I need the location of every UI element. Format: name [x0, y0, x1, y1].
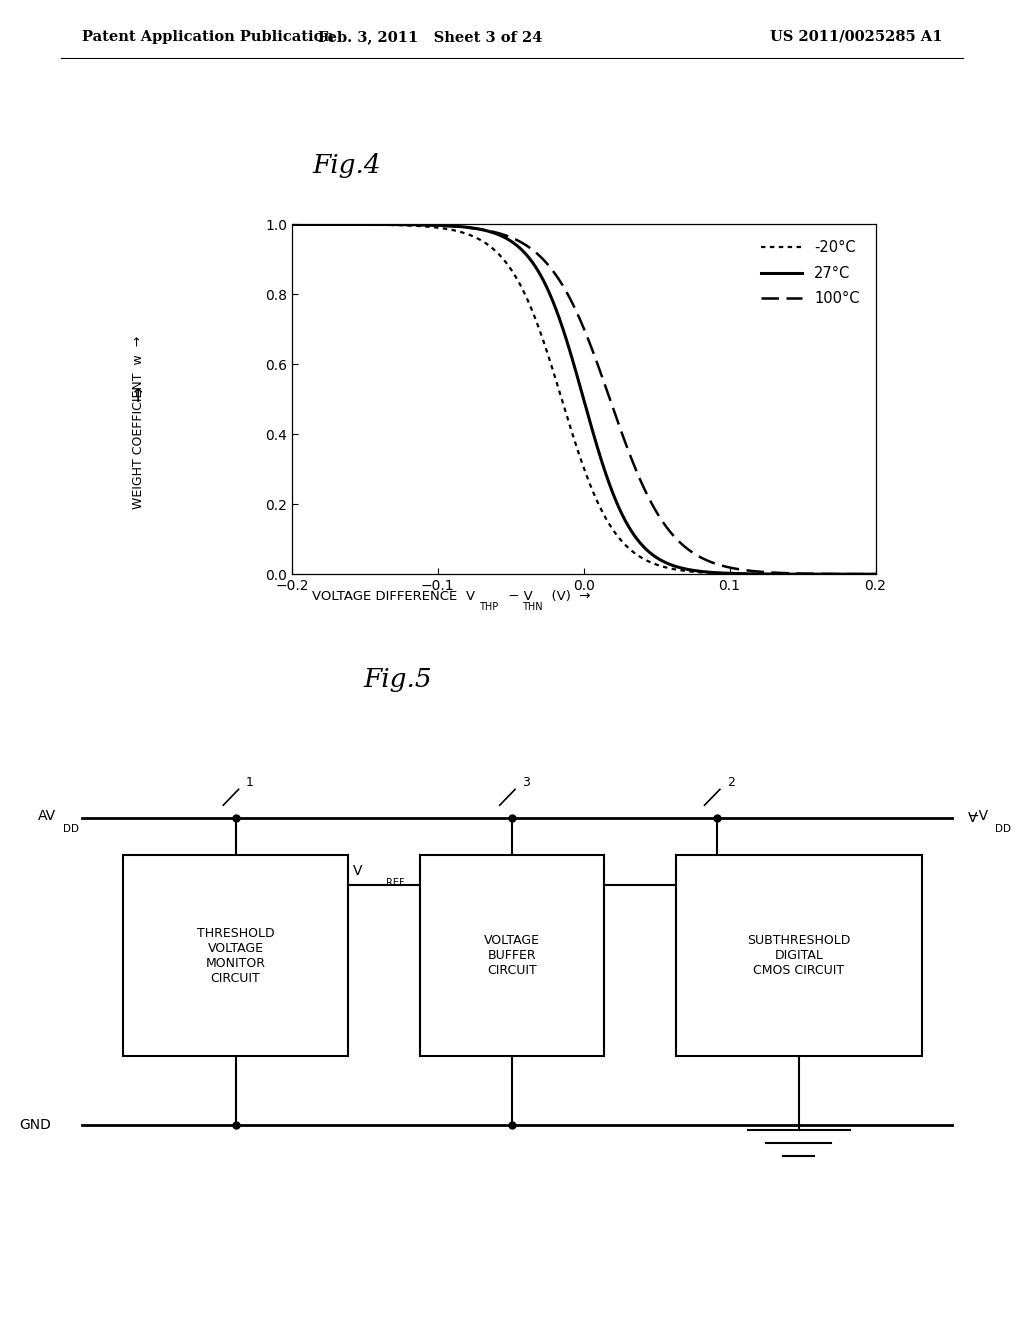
- Text: GND: GND: [19, 1118, 51, 1131]
- -20°C: [315, 216, 328, 232]
- -20°C: [286, 216, 298, 232]
- Line: 27°C: 27°C: [292, 224, 876, 574]
- 100°C: [745, 562, 758, 578]
- Text: THP: THP: [479, 602, 499, 612]
- Text: V: V: [968, 812, 977, 825]
- Text: V: V: [353, 863, 362, 878]
- 27°C: [286, 216, 298, 232]
- 100°C: [286, 216, 298, 232]
- Text: Patent Application Publication: Patent Application Publication: [82, 30, 334, 44]
- 27°C: [852, 566, 864, 582]
- -20°C: [869, 566, 882, 582]
- Text: Fig.4: Fig.4: [312, 153, 381, 177]
- Text: US 2011/0025285 A1: US 2011/0025285 A1: [770, 30, 942, 44]
- Text: WEIGHT COEFFICIENT  w  →: WEIGHT COEFFICIENT w →: [132, 335, 144, 510]
- Text: VOLTAGE
BUFFER
CIRCUIT: VOLTAGE BUFFER CIRCUIT: [484, 935, 540, 977]
- Legend: -20°C, 27°C, 100°C: -20°C, 27°C, 100°C: [753, 232, 868, 314]
- Line: -20°C: -20°C: [292, 224, 876, 574]
- -20°C: [569, 436, 582, 451]
- 100°C: [315, 216, 328, 232]
- Text: THRESHOLD
VOLTAGE
MONITOR
CIRCUIT: THRESHOLD VOLTAGE MONITOR CIRCUIT: [197, 927, 274, 985]
- 27°C: [569, 363, 582, 379]
- Bar: [123, 855, 348, 1056]
- Text: 3: 3: [522, 776, 530, 789]
- 100°C: [852, 566, 864, 582]
- Text: Fig.5: Fig.5: [364, 668, 432, 692]
- Text: (V)  →: (V) →: [543, 590, 590, 603]
- Text: DD: DD: [63, 824, 80, 834]
- Text: Feb. 3, 2011   Sheet 3 of 24: Feb. 3, 2011 Sheet 3 of 24: [317, 30, 543, 44]
- 27°C: [554, 313, 566, 329]
- -20°C: [852, 566, 864, 582]
- 100°C: [852, 566, 864, 582]
- 100°C: [869, 566, 882, 582]
- Line: 100°C: 100°C: [292, 224, 876, 574]
- 27°C: [745, 566, 758, 582]
- Bar: [420, 855, 604, 1056]
- 100°C: [569, 302, 582, 318]
- Text: −V: −V: [968, 809, 989, 822]
- Text: ↑: ↑: [130, 387, 146, 405]
- Text: V: V: [466, 590, 475, 603]
- 100°C: [554, 273, 566, 289]
- -20°C: [554, 385, 566, 401]
- Bar: [676, 855, 922, 1056]
- Text: AV: AV: [38, 809, 56, 822]
- Text: REF: REF: [386, 878, 404, 888]
- Text: VOLTAGE DIFFERENCE: VOLTAGE DIFFERENCE: [312, 590, 466, 603]
- Text: DD: DD: [995, 824, 1012, 834]
- 27°C: [869, 566, 882, 582]
- Text: THN: THN: [522, 602, 543, 612]
- 27°C: [852, 566, 864, 582]
- -20°C: [745, 566, 758, 582]
- Text: 1: 1: [246, 776, 254, 789]
- -20°C: [852, 566, 864, 582]
- Text: SUBTHRESHOLD
DIGITAL
CMOS CIRCUIT: SUBTHRESHOLD DIGITAL CMOS CIRCUIT: [748, 935, 850, 977]
- Text: − V: − V: [504, 590, 532, 603]
- 27°C: [315, 216, 328, 232]
- Text: 2: 2: [727, 776, 735, 789]
